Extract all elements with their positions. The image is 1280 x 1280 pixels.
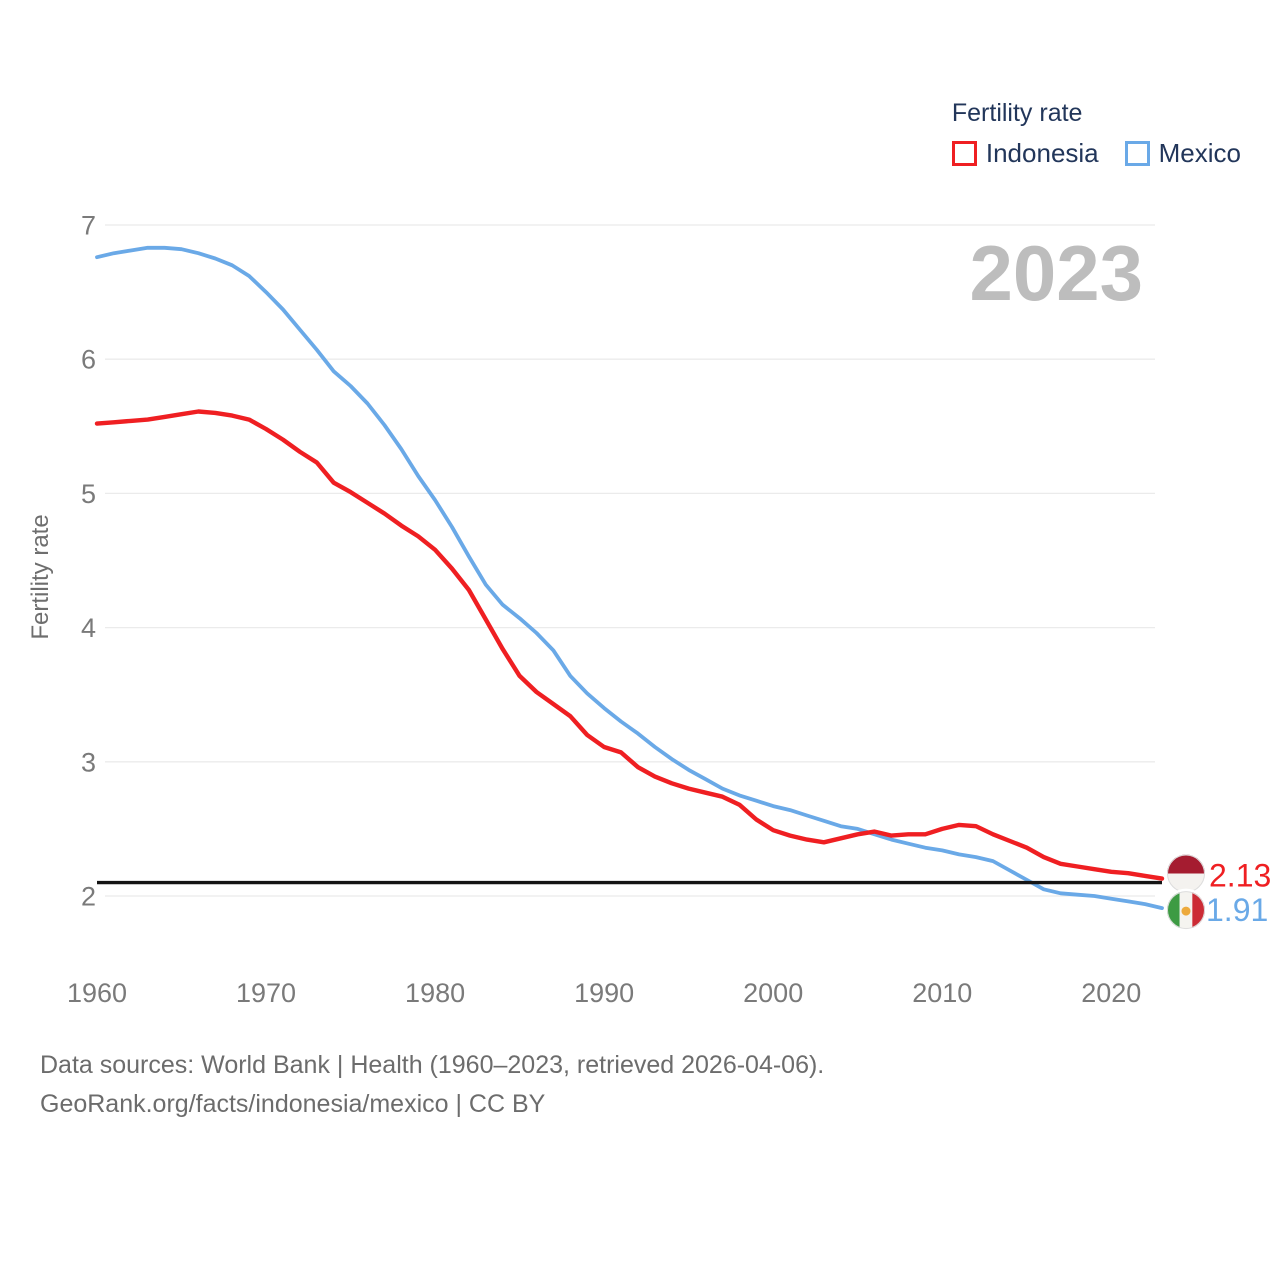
flag-top-red xyxy=(1167,854,1205,874)
indonesia-flag-icon xyxy=(1167,854,1205,893)
legend-row: Indonesia Mexico xyxy=(951,138,1241,169)
y-tick-label: 7 xyxy=(81,211,96,241)
x-tick-label: 2000 xyxy=(743,978,803,1008)
legend-title: Fertility rate xyxy=(951,99,1083,127)
y-axis-title: Fertility rate xyxy=(27,514,54,639)
flag-edge xyxy=(1167,891,1205,930)
mexico-line xyxy=(95,245,1164,910)
indonesia-line xyxy=(94,409,1165,881)
y-tick-label: 5 xyxy=(81,479,96,509)
chart-legend: Fertility rate Indonesia Mexico xyxy=(951,99,1241,169)
x-tick-label: 1980 xyxy=(405,978,465,1008)
x-tick-label: 1990 xyxy=(574,978,634,1008)
y-tick-label: 4 xyxy=(81,613,96,643)
legend-label-mexico: Mexico xyxy=(1158,138,1241,168)
flag-eagle-emblem xyxy=(1181,906,1191,916)
flag-bottom-white xyxy=(1167,873,1205,893)
indonesia-series-swatch-icon[interactable] xyxy=(951,141,977,166)
chart-footer: Data sources: World Bank | Health (1960–… xyxy=(40,1046,824,1124)
y-tick-label: 2 xyxy=(81,882,96,912)
legend-label-indonesia: Indonesia xyxy=(985,138,1099,168)
y-tick-label: 6 xyxy=(81,345,96,375)
x-tick-label: 1960 xyxy=(67,978,127,1008)
legend-item-indonesia[interactable]: Indonesia xyxy=(951,138,1099,169)
data-sources-line: Data sources: World Bank | Health (1960–… xyxy=(40,1051,825,1079)
x-tick-label: 2010 xyxy=(912,978,972,1008)
mexico-series-swatch-icon[interactable] xyxy=(1124,141,1150,166)
legend-item-mexico[interactable]: Mexico xyxy=(1124,138,1241,169)
mexico-end-value: 1.91 xyxy=(1206,892,1268,928)
indonesia-end-value: 2.13 xyxy=(1209,858,1271,894)
attribution-line: GeoRank.org/facts/indonesia/mexico | CC … xyxy=(40,1090,546,1118)
x-tick-label: 1970 xyxy=(236,978,296,1008)
y-tick-label: 3 xyxy=(81,747,96,777)
x-tick-label: 2020 xyxy=(1081,978,1141,1008)
watermark-year: 2023 xyxy=(969,229,1143,317)
